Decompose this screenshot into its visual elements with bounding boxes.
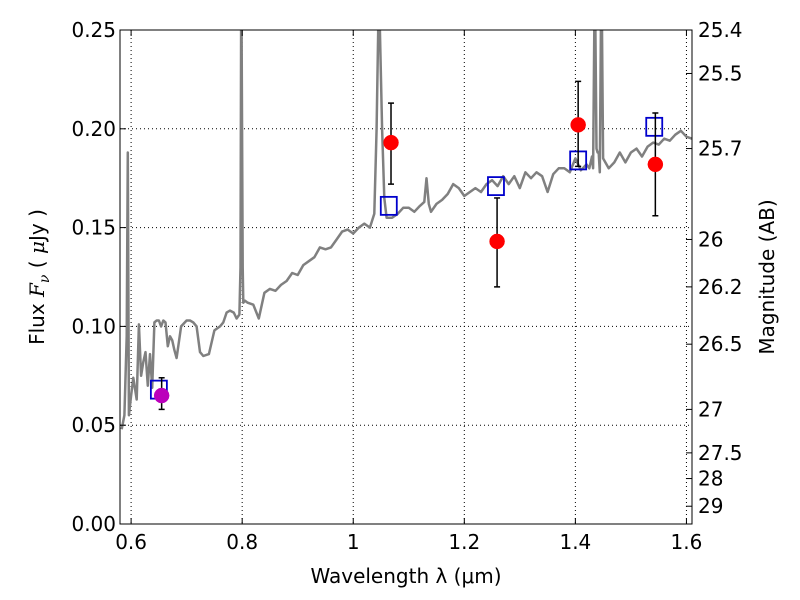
ticks: 0.6 0.8 1 1.2 1.4 1.6 0.00 0.05 0.10 0.15 0.20 0.25… [71, 18, 742, 554]
y-tick-label: 0.20 [71, 117, 116, 141]
y2-tick-label: 26.2 [698, 275, 743, 299]
x-tick-label: 1.4 [559, 530, 591, 554]
spectrum-line [120, 30, 692, 430]
observed-photometry-point [570, 117, 586, 133]
y2-tick-label: 29 [698, 494, 723, 518]
y-axis-label-symbol: F [25, 282, 49, 298]
y-tick-label: 0.00 [71, 512, 116, 536]
observed-photometry-point [383, 134, 399, 151]
y2-tick-label: 26.5 [698, 332, 743, 356]
y2-tick-label: 25.5 [698, 61, 743, 85]
x-tick-label: 0.8 [226, 530, 258, 554]
model-photometry-square [379, 195, 398, 216]
y-axis-label-unit: Jy ) [25, 209, 49, 243]
y-axis-label-mu: μ [25, 241, 49, 254]
observed-photometry-point [647, 156, 664, 173]
y-tick-label: 0.10 [71, 314, 116, 338]
x-tick-label: 1.6 [671, 530, 703, 554]
y2-tick-label: 27 [698, 397, 723, 421]
y-tick-label: 0.25 [71, 18, 116, 42]
x-tick-label: 1.2 [448, 530, 480, 554]
observed-photometry-point [489, 233, 505, 250]
plot-content [120, 30, 692, 430]
y2-tick-label: 25.7 [698, 137, 743, 161]
model-photometry-square [487, 176, 505, 197]
y2-axis-label: Magnitude (AB) [755, 199, 779, 354]
y-axis-label-prefix: Flux [25, 297, 49, 345]
y-tick-label: 0.15 [71, 216, 116, 240]
x-axis-label: Wavelength λ (μm) [310, 564, 501, 588]
plot-frame [119, 29, 693, 525]
y2-tick-label: 26 [698, 227, 723, 251]
y2-tick-label: 25.4 [698, 18, 743, 42]
y2-tick-label: 28 [698, 467, 723, 491]
y-axis-label: Flux Fν ( μJy ) [25, 209, 53, 345]
model-photometry-square [645, 116, 664, 137]
y-axis-label-subscript: ν [37, 274, 53, 283]
observed-photometry-point [153, 387, 170, 404]
y2-tick-label: 27.5 [698, 441, 743, 465]
y-axis-label-open: ( [25, 254, 49, 275]
y-tick-label: 0.05 [71, 413, 116, 437]
plot-area [120, 30, 692, 524]
x-tick-label: 1 [347, 530, 360, 554]
x-tick-label: 0.6 [115, 530, 147, 554]
